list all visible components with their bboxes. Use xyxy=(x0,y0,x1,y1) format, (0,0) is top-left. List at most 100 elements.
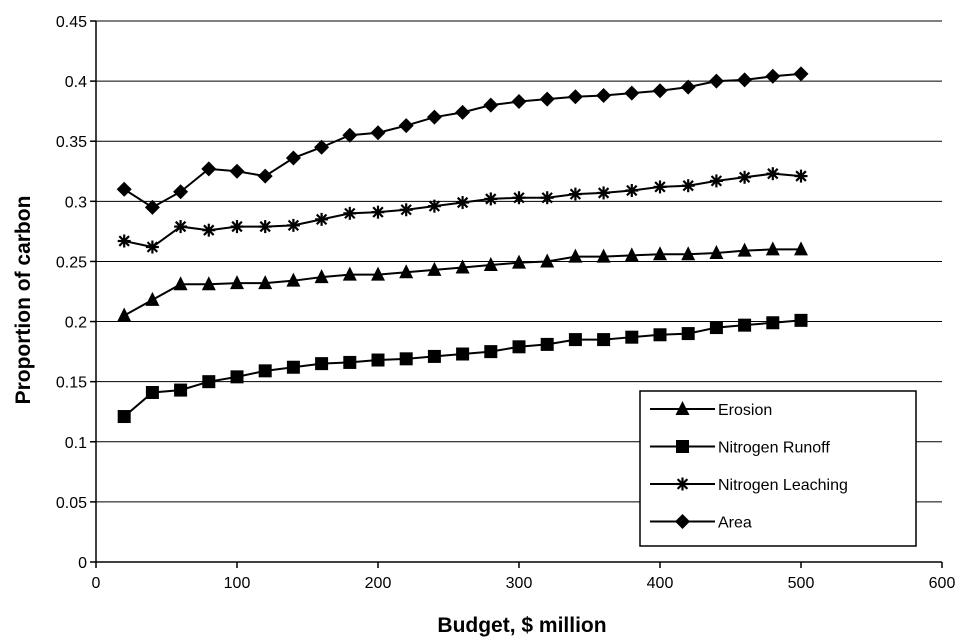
point-erosion xyxy=(314,269,329,284)
y-tick-label: 0.45 xyxy=(56,14,87,31)
x-tick-label: 600 xyxy=(929,575,956,592)
point-nitrogen-runoff xyxy=(371,353,385,367)
y-axis-title: Proportion of carbon xyxy=(12,196,35,405)
x-tick-label: 500 xyxy=(788,575,815,592)
point-nitrogen-runoff xyxy=(681,327,695,341)
point-erosion xyxy=(794,241,808,256)
x-tick-label: 300 xyxy=(506,575,533,592)
point-erosion xyxy=(596,248,611,263)
point-nitrogen-leaching xyxy=(174,220,188,234)
point-nitrogen-runoff xyxy=(315,357,329,371)
point-nitrogen-leaching xyxy=(456,196,470,210)
point-nitrogen-runoff xyxy=(512,340,526,354)
legend-item-nitrogen-leaching: Nitrogen Leaching xyxy=(650,477,848,494)
point-erosion xyxy=(173,276,188,291)
point-nitrogen-leaching xyxy=(738,170,752,184)
point-nitrogen-runoff xyxy=(258,364,272,378)
point-area xyxy=(426,109,442,125)
y-tick-label: 0.05 xyxy=(56,495,87,512)
series-erosion xyxy=(117,241,808,322)
legend-marker-nitrogen-leaching xyxy=(676,477,689,491)
point-erosion xyxy=(737,242,752,257)
point-area xyxy=(370,125,386,141)
point-area xyxy=(144,199,160,215)
y-tick-label: 0.4 xyxy=(65,74,87,91)
point-nitrogen-leaching xyxy=(258,220,272,234)
point-nitrogen-leaching xyxy=(794,169,808,183)
point-erosion xyxy=(230,275,244,290)
point-erosion xyxy=(709,245,724,260)
point-nitrogen-leaching xyxy=(230,220,244,234)
legend-item-erosion: Erosion xyxy=(650,401,772,419)
point-area xyxy=(398,118,414,134)
legend-label: Area xyxy=(718,515,752,532)
point-erosion xyxy=(455,259,470,274)
point-area xyxy=(314,139,330,155)
legend-label: Nitrogen Runoff xyxy=(718,440,830,457)
point-nitrogen-runoff xyxy=(484,345,498,359)
point-area xyxy=(342,127,358,143)
point-area xyxy=(793,66,809,82)
point-nitrogen-runoff xyxy=(343,355,357,369)
x-tick-label: 200 xyxy=(365,575,392,592)
point-erosion xyxy=(145,291,160,306)
series-line-erosion xyxy=(123,248,801,317)
point-area xyxy=(737,72,753,88)
series-line-nitrogen-leaching xyxy=(123,172,802,249)
point-nitrogen-leaching xyxy=(117,234,131,248)
point-nitrogen-runoff xyxy=(709,321,723,335)
legend-item-area: Area xyxy=(650,514,752,532)
point-nitrogen-leaching xyxy=(343,206,357,220)
point-nitrogen-runoff xyxy=(456,347,470,361)
legend: Erosion Nitrogen Runoff Nitrogen Leaching A… xyxy=(639,390,917,547)
point-nitrogen-leaching xyxy=(427,199,441,213)
point-area xyxy=(680,79,696,95)
y-tick-label: 0.35 xyxy=(56,134,87,151)
point-area xyxy=(596,88,612,104)
point-nitrogen-runoff xyxy=(540,337,554,351)
legend-marker-erosion xyxy=(675,401,690,415)
series-nitrogen-runoff xyxy=(117,313,808,424)
point-nitrogen-leaching xyxy=(568,187,582,201)
point-nitrogen-runoff xyxy=(597,333,611,347)
point-erosion xyxy=(568,248,583,263)
y-tick-label: 0 xyxy=(78,555,87,572)
point-area xyxy=(765,68,781,84)
y-tick-label: 0.25 xyxy=(56,254,87,271)
point-erosion xyxy=(342,266,357,281)
point-nitrogen-runoff xyxy=(202,375,216,389)
point-erosion xyxy=(512,254,526,269)
point-area xyxy=(116,181,132,197)
point-area xyxy=(201,161,217,177)
point-erosion xyxy=(371,266,385,281)
point-nitrogen-runoff xyxy=(568,333,582,347)
x-tick-label: 100 xyxy=(224,575,251,592)
point-area xyxy=(511,94,527,110)
y-tick-label: 0.15 xyxy=(56,375,87,392)
series-nitrogen-leaching xyxy=(117,167,808,254)
point-nitrogen-runoff xyxy=(230,370,244,384)
point-erosion xyxy=(117,307,132,322)
point-nitrogen-runoff xyxy=(174,383,188,397)
point-nitrogen-leaching xyxy=(202,223,216,237)
point-nitrogen-leaching xyxy=(399,203,413,217)
point-erosion xyxy=(399,264,414,279)
series-line-area xyxy=(123,72,802,209)
y-tick-label: 0.1 xyxy=(65,435,87,452)
point-nitrogen-leaching xyxy=(653,180,667,194)
legend-label: Erosion xyxy=(718,402,772,419)
legend-marker-nitrogen-runoff xyxy=(676,440,689,453)
point-area xyxy=(708,73,724,89)
point-erosion xyxy=(540,253,555,268)
x-tick-label: 400 xyxy=(647,575,674,592)
point-area xyxy=(567,89,583,105)
point-erosion xyxy=(201,276,216,291)
point-area xyxy=(652,83,668,99)
point-nitrogen-runoff xyxy=(117,410,131,424)
point-erosion xyxy=(258,275,273,290)
point-nitrogen-runoff xyxy=(625,330,639,344)
point-area xyxy=(624,85,640,101)
point-erosion xyxy=(653,246,667,261)
point-nitrogen-runoff xyxy=(653,328,667,342)
